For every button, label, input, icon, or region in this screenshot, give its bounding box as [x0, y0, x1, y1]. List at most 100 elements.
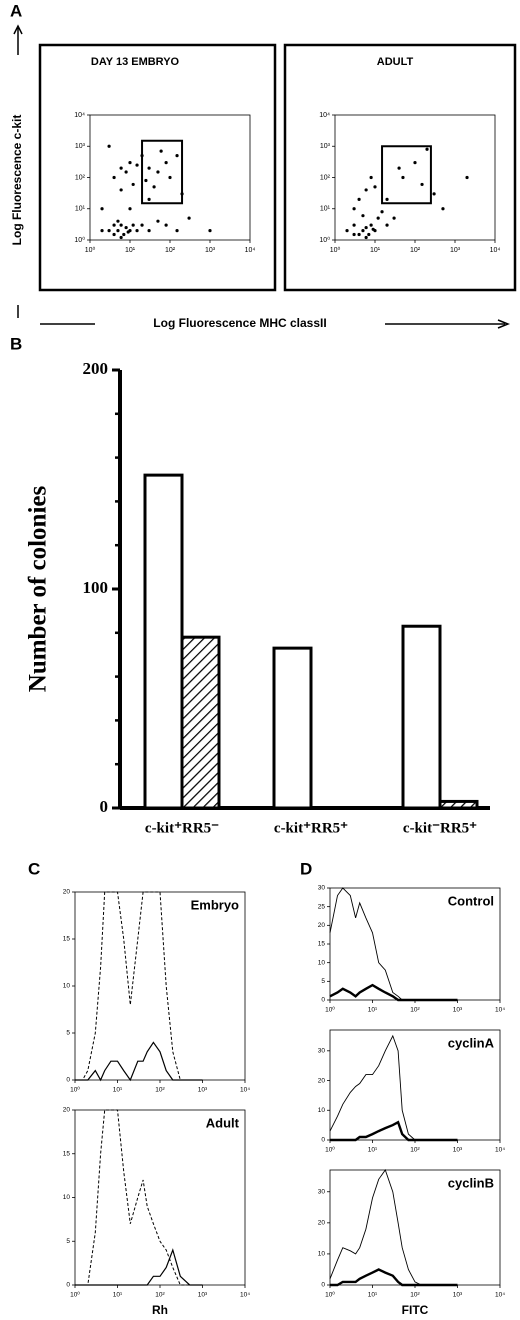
y-tick-label: 10⁰: [74, 236, 85, 244]
histogram-line: [75, 1248, 203, 1286]
dot: [369, 223, 373, 227]
dot: [361, 228, 365, 233]
x-tick-label: 10³: [198, 1292, 208, 1299]
dot: [152, 185, 156, 189]
dot: [425, 147, 429, 151]
dot: [367, 232, 371, 237]
histogram-line: [329, 1169, 458, 1286]
x-tick-label: 10¹: [368, 1147, 378, 1154]
dot: [369, 175, 373, 180]
chart-title: Control: [448, 893, 494, 908]
y-tick-label: 10¹: [320, 206, 331, 213]
y-tick-label: 10³: [75, 143, 86, 150]
dot: [208, 228, 212, 233]
y-tick-label: 0: [66, 1282, 70, 1289]
dot: [364, 235, 368, 240]
x-tick-label: 10⁴: [490, 247, 501, 254]
dot: [397, 166, 401, 170]
y-tick-label: 0: [100, 797, 109, 816]
histogram-line: [329, 887, 458, 1001]
dot: [119, 235, 123, 240]
x-tick-label: 10¹: [368, 1007, 378, 1014]
dot: [465, 175, 469, 180]
panel-box: [283, 43, 517, 292]
dot: [107, 144, 111, 148]
y-tick-label: 20: [318, 922, 326, 929]
dot: [135, 163, 139, 167]
y-tick-label: 5: [321, 978, 325, 985]
dot: [441, 207, 445, 211]
dot: [119, 223, 123, 227]
y-tick-label: 30: [318, 1188, 326, 1195]
dot: [352, 232, 356, 237]
dot: [107, 228, 111, 233]
x-tick-label: 10⁴: [495, 1292, 505, 1299]
x-tick-label: 10²: [410, 1007, 420, 1014]
y-tick-label: 20: [63, 1107, 71, 1114]
x-tick-label: 10⁰: [325, 1291, 335, 1299]
gate: [381, 145, 432, 205]
dot: [385, 197, 389, 201]
dot: [122, 232, 126, 237]
dot: [361, 214, 365, 218]
x-tick-label: 10³: [198, 1087, 208, 1094]
y-tick-label: 20: [63, 889, 71, 896]
y-axis-label: Log Fluorescence c-kit: [10, 115, 24, 246]
dot: [175, 154, 179, 158]
x-tick-label: 10³: [453, 1007, 463, 1014]
y-tick-label: 10: [318, 1107, 326, 1114]
dot: [364, 188, 368, 192]
y-tick-label: 10²: [320, 174, 331, 181]
x-tick-label: 10⁴: [495, 1147, 505, 1154]
y-tick-label: 10: [63, 983, 71, 990]
dot: [413, 160, 417, 165]
x-tick-label: 10¹: [125, 247, 136, 254]
x-tick-label: 10⁰: [70, 1086, 80, 1094]
gate: [141, 139, 184, 205]
dot: [357, 232, 361, 237]
dot: [164, 160, 168, 165]
y-tick-label: 0: [321, 1282, 325, 1289]
x-tick-label: 10³: [205, 247, 216, 254]
bar: [143, 473, 184, 810]
dot: [352, 207, 356, 211]
x-tick-label: 10⁰: [85, 246, 96, 254]
dot: [147, 197, 151, 201]
plot-frame: [334, 114, 496, 241]
y-tick-label: 30: [318, 885, 326, 892]
x-tick-label: 10³: [453, 1147, 463, 1154]
dot: [100, 207, 104, 211]
x-tick-label: 10⁰: [325, 1006, 335, 1014]
bar: [438, 799, 479, 810]
dot: [187, 216, 191, 220]
dot: [112, 223, 116, 227]
dot: [140, 223, 144, 227]
dot: [159, 149, 163, 153]
chart-title: cyclinB: [448, 1175, 494, 1190]
panel-letter: B: [10, 334, 22, 353]
panel-letter: D: [300, 859, 312, 878]
dot: [373, 185, 377, 189]
arrow-head: [497, 319, 511, 329]
x-tick-label: 10²: [410, 247, 421, 254]
arrow-head: [13, 24, 23, 35]
y-tick-label: 10: [63, 1194, 71, 1201]
y-tick-label: 10²: [75, 174, 86, 181]
dot: [124, 170, 128, 174]
y-tick-label: 25: [318, 903, 326, 910]
histogram-line: [330, 1120, 458, 1142]
x-tick-label: 10²: [165, 247, 176, 254]
dot: [119, 166, 123, 170]
dot: [112, 175, 116, 180]
dot: [168, 175, 172, 180]
x-tick-label: 10²: [410, 1292, 420, 1299]
dot: [100, 228, 104, 233]
y-tick-label: 20: [318, 1077, 326, 1084]
dot: [128, 160, 132, 165]
bar: [180, 635, 221, 810]
x-tick-label: 10⁰: [70, 1291, 80, 1299]
y-tick-label: 0: [321, 997, 325, 1004]
dot: [156, 170, 160, 174]
x-tick-label: 10⁰: [330, 246, 341, 254]
